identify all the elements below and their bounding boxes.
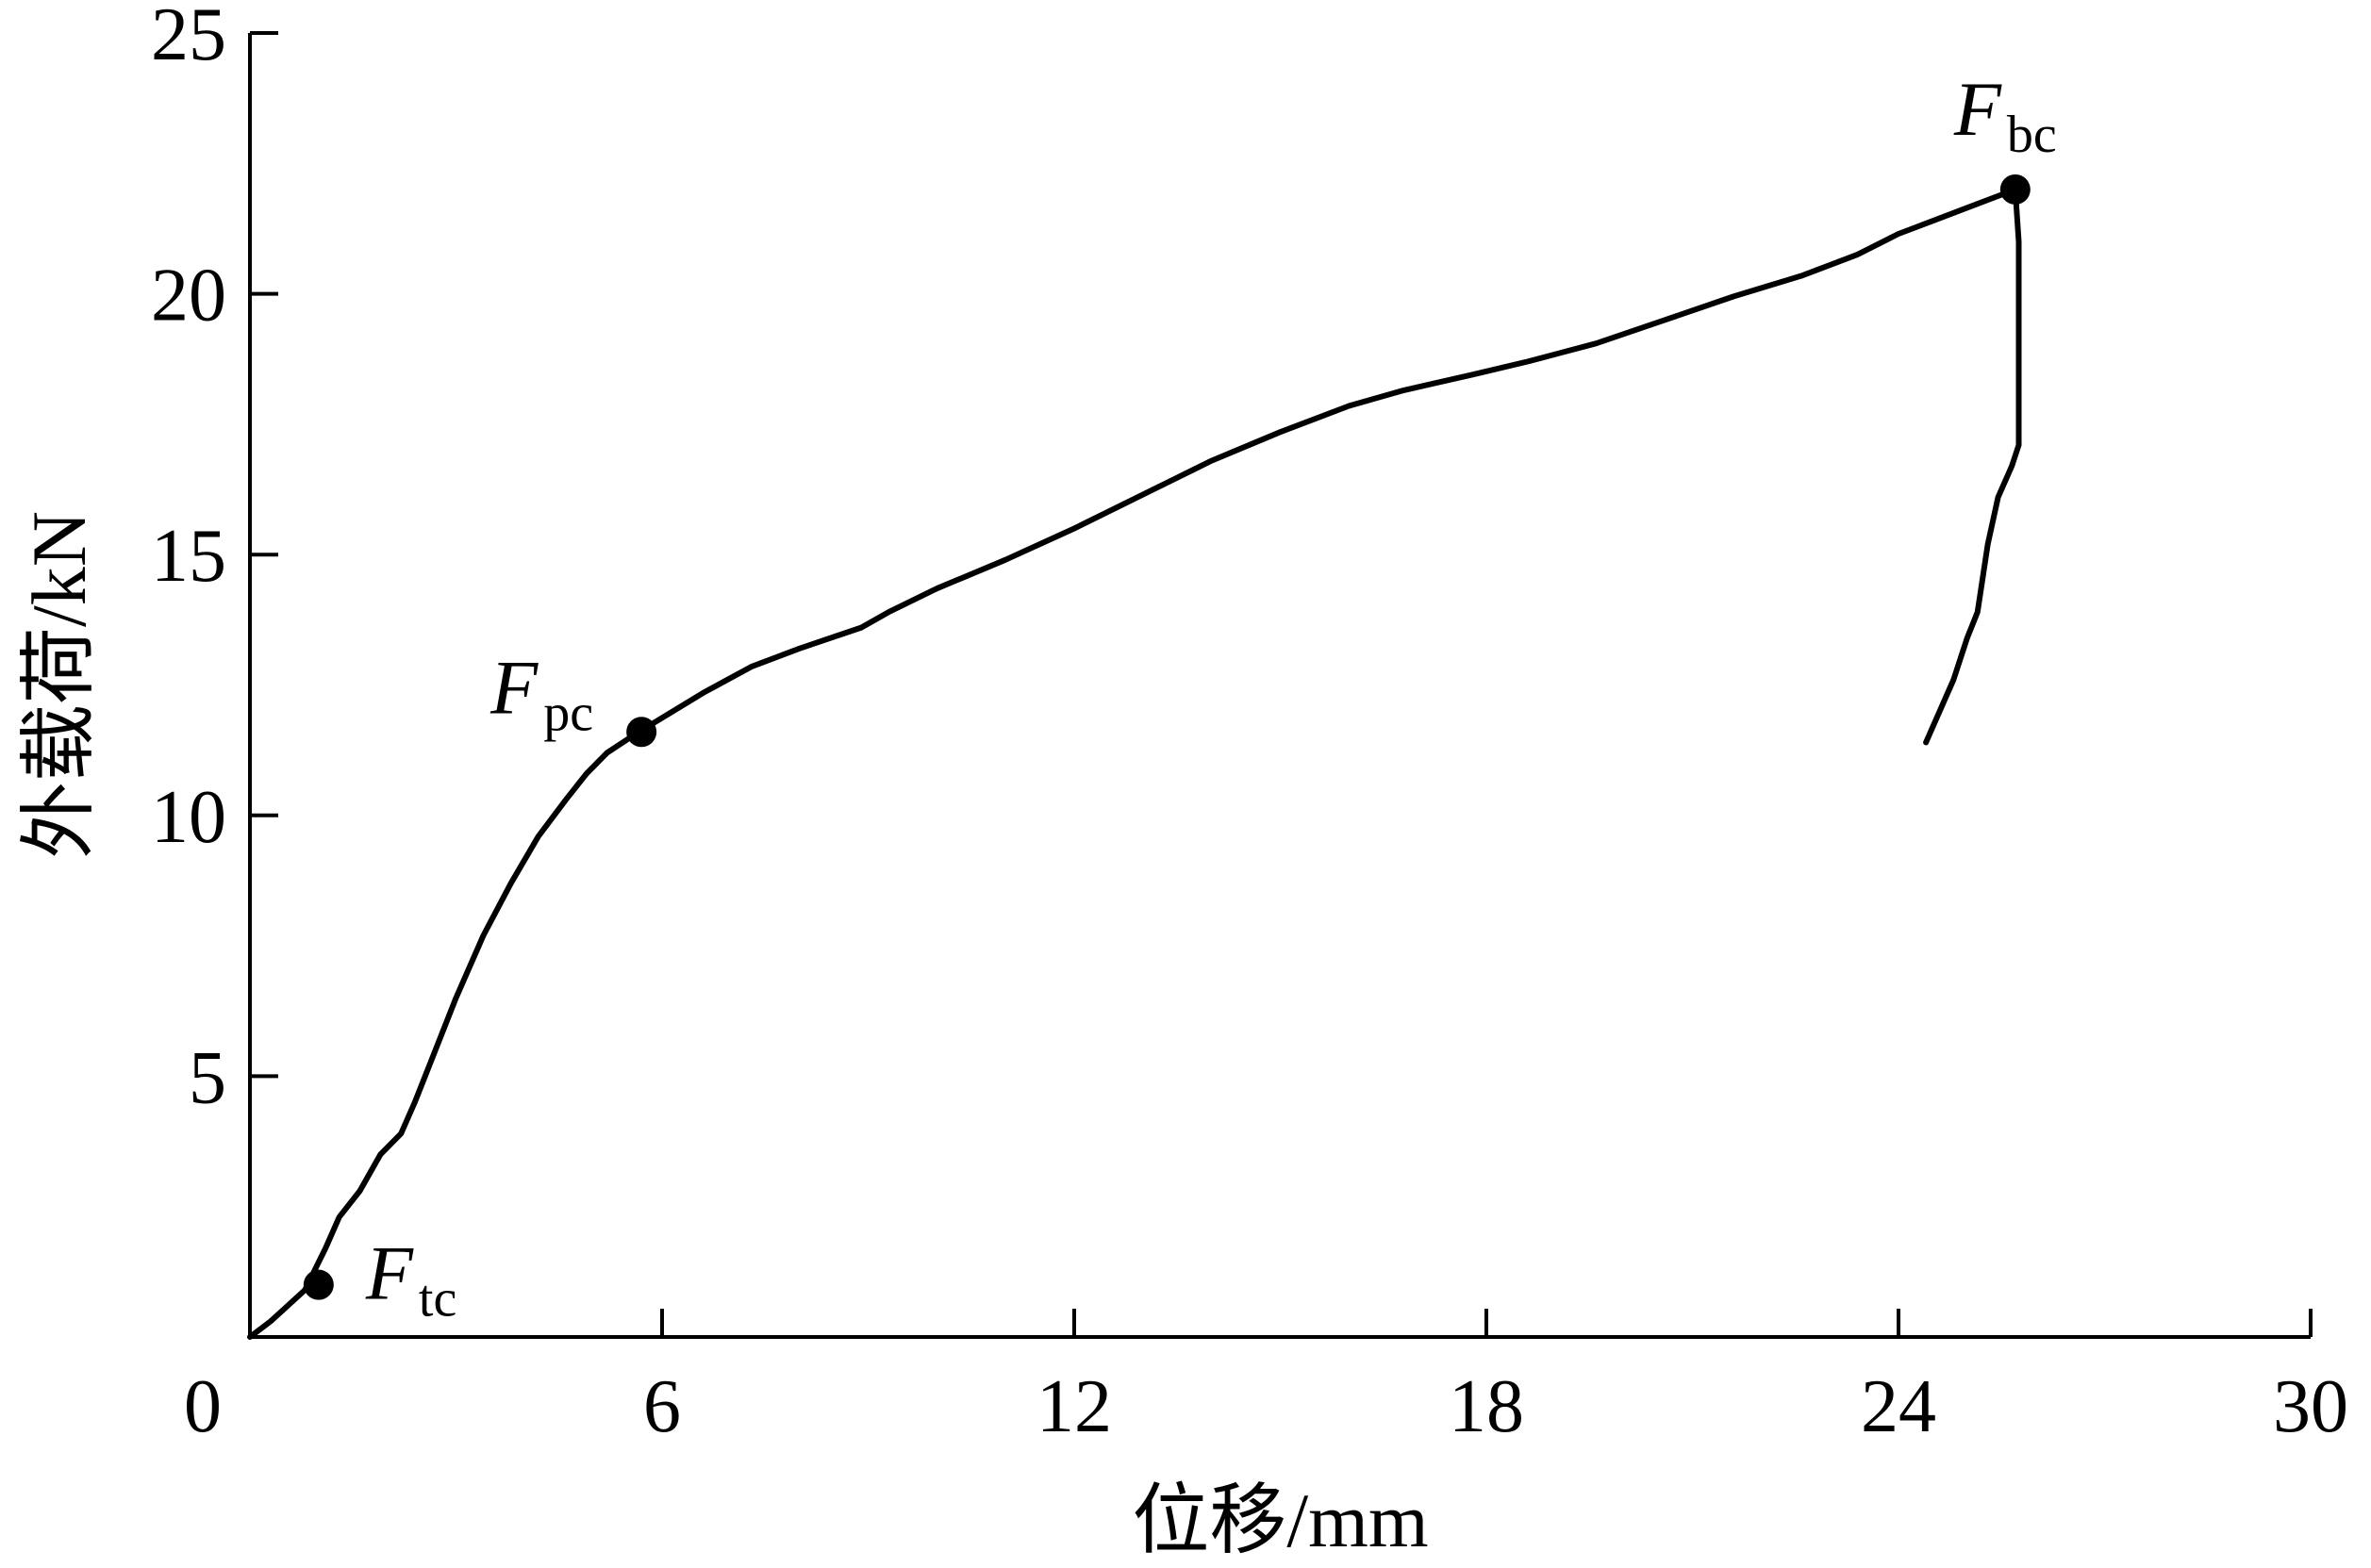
x-axis-title: 位移/mm xyxy=(1132,1477,1428,1563)
x-tick-label: 18 xyxy=(1449,1365,1524,1448)
y-tick-label: 10 xyxy=(151,776,226,859)
y-tick-label: 25 xyxy=(151,0,226,76)
point-marker-pc xyxy=(626,717,657,748)
point-label-sub: bc xyxy=(2007,106,2057,164)
ticks: 0 6 12 18 24 30 5 10 15 20 25 xyxy=(151,0,2348,1448)
y-tick-label: 20 xyxy=(151,255,226,338)
x-tick-label: 24 xyxy=(1861,1365,1936,1448)
x-tick-label: 6 xyxy=(643,1365,681,1448)
y-axis-title: 外载荷/kN xyxy=(16,511,102,859)
point-marker-bc xyxy=(1999,173,2031,205)
x-tick-label: 30 xyxy=(2273,1365,2348,1448)
series-line-0 xyxy=(247,187,2022,1340)
y-tick-label: 5 xyxy=(189,1036,226,1119)
series xyxy=(247,187,2022,1340)
point-label-main: F xyxy=(489,644,539,730)
point-label-main: F xyxy=(1953,66,2002,152)
point-label-sub: tc xyxy=(419,1270,456,1329)
y-tick-label: 15 xyxy=(151,515,226,598)
axes xyxy=(248,33,2311,1339)
point-label-main: F xyxy=(365,1230,414,1316)
point-label-sub: pc xyxy=(543,684,593,742)
point-marker-tc xyxy=(303,1269,334,1300)
x-tick-label: 0 xyxy=(184,1365,222,1448)
x-tick-label: 12 xyxy=(1036,1365,1112,1448)
